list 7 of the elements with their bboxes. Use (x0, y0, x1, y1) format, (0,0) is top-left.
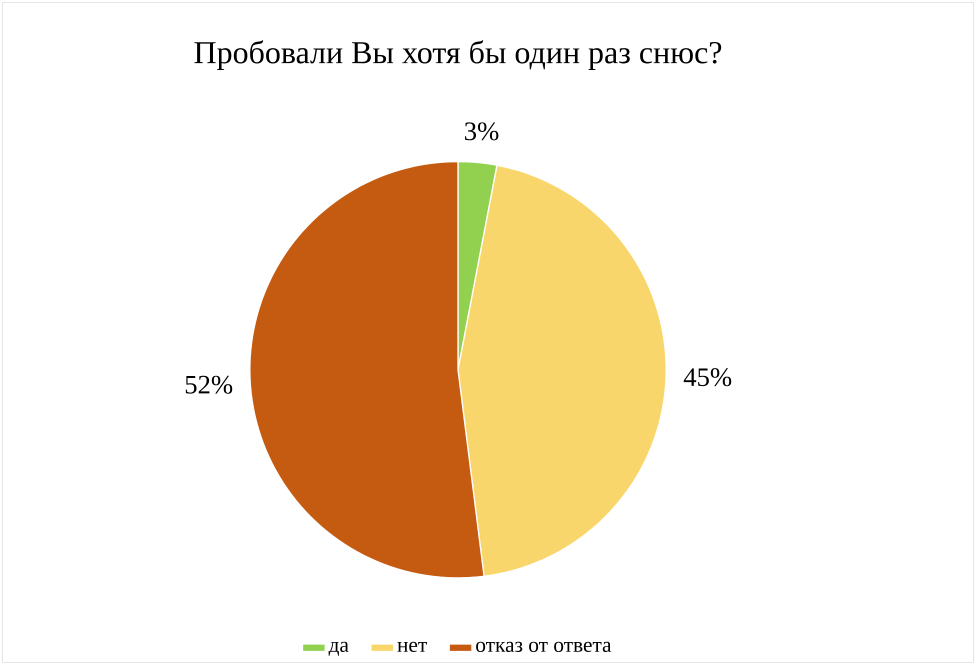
legend-label: нет (397, 642, 427, 652)
chart-title: Пробовали Вы хотя бы один раз снюс? (194, 40, 722, 70)
data-label: 45% (684, 368, 732, 386)
data-label: 3% (465, 122, 498, 140)
legend-label: да (328, 642, 349, 656)
legend-label: отказ от ответа (476, 642, 612, 652)
data-label: 52% (186, 376, 232, 394)
